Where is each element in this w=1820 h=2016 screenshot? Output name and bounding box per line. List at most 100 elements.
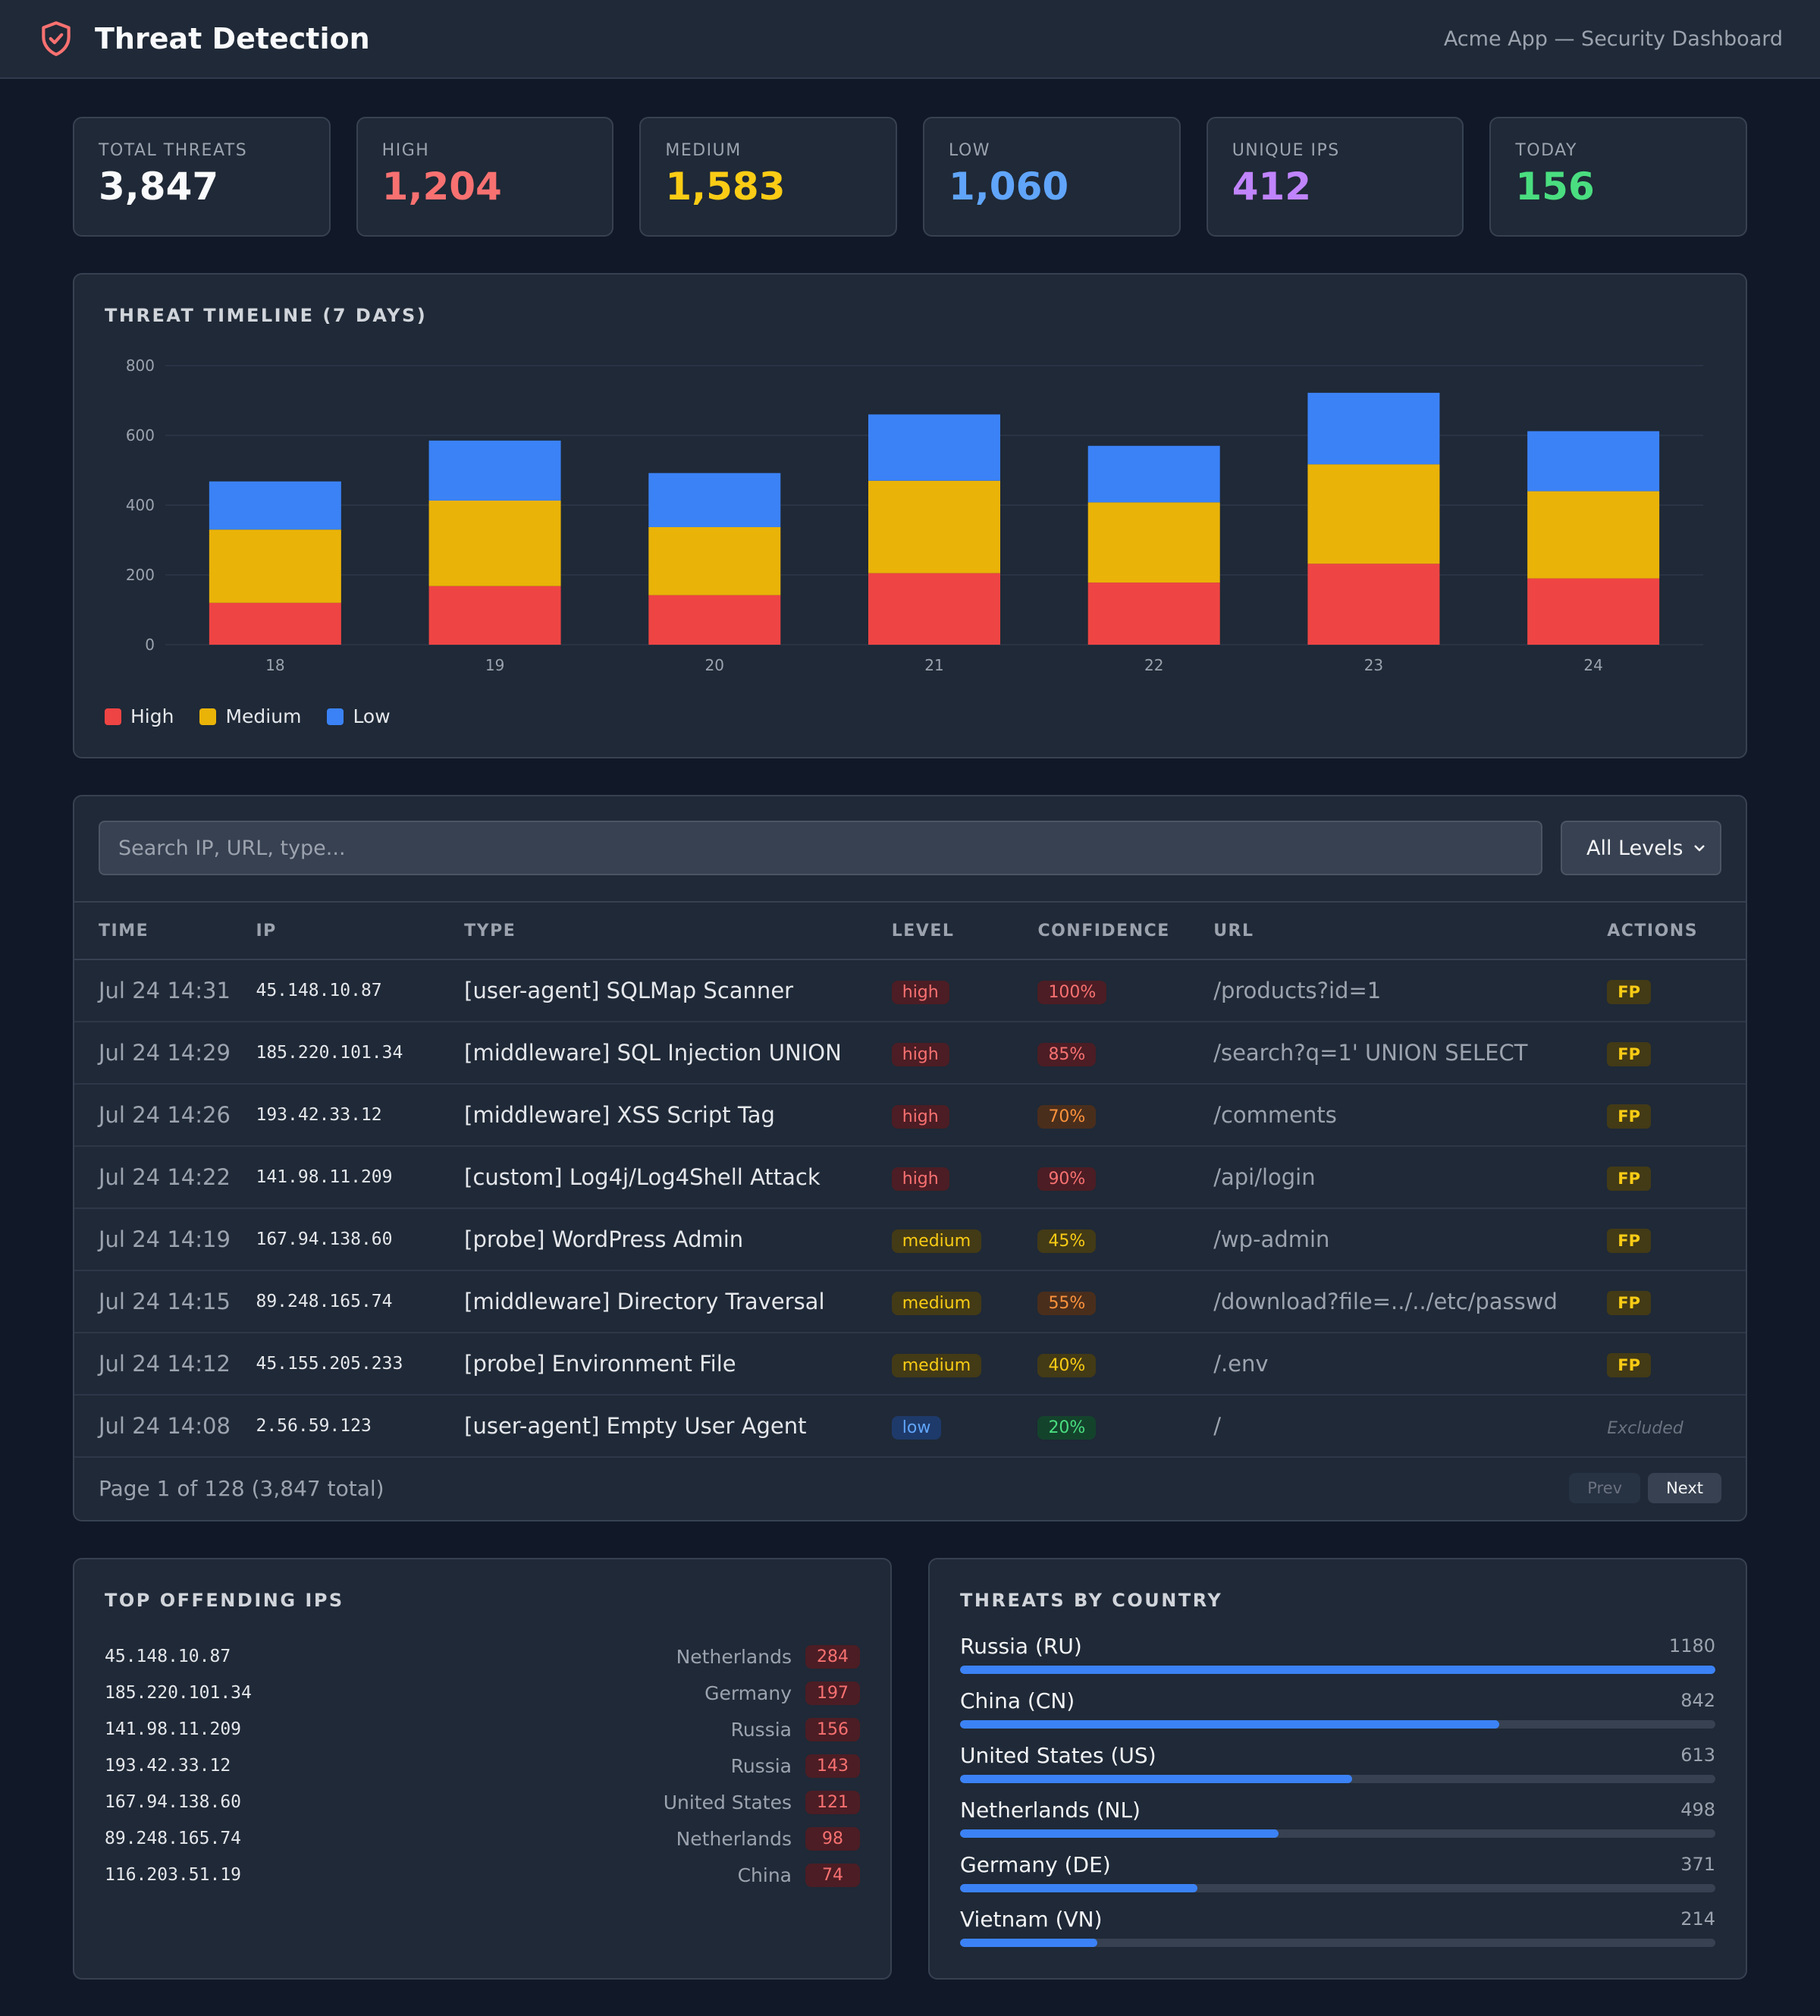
country-bar-track [960,1775,1715,1783]
cell-ip: 45.155.205.233 [256,1333,465,1396]
false-positive-button[interactable]: FP [1607,1167,1651,1191]
country-bar-fill [960,1939,1097,1947]
confidence-badge: 45% [1037,1229,1097,1253]
cell-actions: FP [1607,1208,1746,1271]
stat-card: Medium 1,583 [639,117,898,237]
column-header-url[interactable]: URL [1213,901,1608,960]
table-row[interactable]: Jul 24 14:08 2.56.59.123 [user-agent] Empt… [74,1395,1746,1458]
bar-medium-24[interactable] [1527,491,1660,579]
legend-item-medium: Medium [199,705,301,727]
cell-url: /search?q=1' UNION SELECT [1213,1022,1608,1085]
x-tick-label: 21 [924,656,943,674]
bar-high-23[interactable] [1307,564,1440,645]
bar-high-24[interactable] [1527,578,1660,645]
cell-type: [probe] WordPress Admin [464,1208,892,1271]
country-count: 613 [1680,1744,1715,1766]
top-ip-row[interactable]: 167.94.138.60 United States 121 [105,1787,860,1817]
top-ip-row[interactable]: 193.42.33.12 Russia 143 [105,1751,860,1781]
top-ip-row[interactable]: 89.248.165.74 Netherlands 98 [105,1823,860,1854]
cell-confidence: 90% [1037,1146,1214,1209]
column-header-time[interactable]: Time [74,901,256,960]
top-ip-row[interactable]: 116.203.51.19 China 74 [105,1860,860,1890]
table-row[interactable]: Jul 24 14:22 141.98.11.209 [custom] Log4j/… [74,1146,1746,1209]
bar-high-18[interactable] [209,602,341,645]
false-positive-button[interactable]: FP [1607,1042,1651,1066]
false-positive-button[interactable]: FP [1607,1291,1651,1315]
bar-low-19[interactable] [428,440,561,501]
legend-label: High [130,705,174,727]
bar-low-18[interactable] [209,481,341,530]
column-header-level[interactable]: Level [891,901,1038,960]
cell-type: [middleware] Directory Traversal [464,1270,892,1333]
top-ip-row[interactable]: 45.148.10.87 Netherlands 284 [105,1641,860,1672]
top-ip-row[interactable]: 185.220.101.34 Germany 197 [105,1678,860,1708]
bar-low-22[interactable] [1087,445,1220,503]
top-offending-ips-card: Top Offending IPs 45.148.10.87 Netherland… [73,1558,892,1980]
bar-high-22[interactable] [1087,583,1220,645]
next-page-button[interactable]: Next [1648,1473,1721,1503]
confidence-badge: 40% [1037,1354,1097,1377]
stat-label: High [381,141,430,160]
search-input[interactable] [99,821,1542,875]
bar-high-19[interactable] [428,586,561,645]
column-header-confidence[interactable]: Confidence [1037,901,1214,960]
legend-swatch [327,708,344,725]
bar-high-20[interactable] [648,595,781,645]
table-row[interactable]: Jul 24 14:19 167.94.138.60 [probe] WordPre… [74,1208,1746,1271]
bar-low-21[interactable] [868,414,1000,481]
cell-confidence: 20% [1037,1395,1214,1458]
ip-country: Germany [704,1682,792,1704]
ip-count-badge: 121 [805,1790,860,1814]
level-select[interactable]: All Levels [1561,821,1721,875]
cell-level: high [891,1146,1038,1209]
level-select-value: All Levels [1586,836,1684,860]
bar-low-23[interactable] [1307,392,1440,465]
table-row[interactable]: Jul 24 14:15 89.248.165.74 [middleware] Di… [74,1270,1746,1333]
cell-confidence: 70% [1037,1084,1214,1147]
y-tick-label: 600 [126,426,155,444]
false-positive-button[interactable]: FP [1607,980,1651,1004]
table-row[interactable]: Jul 24 14:12 45.155.205.233 [probe] Enviro… [74,1333,1746,1396]
stat-value: 156 [1515,165,1595,209]
cell-time: Jul 24 14:26 [74,1084,256,1147]
country-bar-fill [960,1829,1279,1838]
bar-medium-21[interactable] [868,480,1000,573]
bar-low-24[interactable] [1527,431,1660,491]
table-row[interactable]: Jul 24 14:26 193.42.33.12 [middleware] XSS… [74,1084,1746,1147]
bar-high-21[interactable] [868,573,1000,645]
pagination-info: Page 1 of 128 (3,847 total) [99,1475,384,1501]
bar-medium-20[interactable] [648,526,781,595]
false-positive-button[interactable]: FP [1607,1104,1651,1129]
cell-type: [middleware] SQL Injection UNION [464,1022,892,1085]
cell-time: Jul 24 14:29 [74,1022,256,1085]
bar-medium-22[interactable] [1087,502,1220,583]
country-row: Vietnam (VN) 214 [960,1907,1715,1961]
bar-medium-19[interactable] [428,501,561,586]
cell-level: high [891,1084,1038,1147]
shield-check-icon [37,18,78,59]
legend-label: Medium [225,705,302,727]
prev-page-button[interactable]: Prev [1569,1473,1641,1503]
top-ips-title: Top Offending IPs [105,1590,344,1611]
column-header-actions[interactable]: Actions [1607,901,1746,960]
threats-by-country-card: Threats by Country Russia (RU) 1180 China … [928,1558,1747,1980]
table-row[interactable]: Jul 24 14:29 185.220.101.34 [middleware] S… [74,1022,1746,1085]
filter-bar: All Levels [99,821,1721,875]
false-positive-button[interactable]: FP [1607,1353,1651,1377]
false-positive-button[interactable]: FP [1607,1229,1651,1253]
country-bar-track [960,1939,1715,1947]
cell-level: medium [891,1270,1038,1333]
cell-level: low [891,1395,1038,1458]
bar-medium-18[interactable] [209,529,341,603]
table-header-row: Time IP Type Level Confidence URL Actions [74,901,1746,960]
column-header-type[interactable]: Type [464,901,892,960]
bar-medium-23[interactable] [1307,464,1440,564]
country-bar-fill [960,1884,1198,1892]
legend-swatch [199,708,217,725]
ip-count-badge: 98 [805,1826,860,1851]
y-tick-label: 200 [126,566,155,584]
table-row[interactable]: Jul 24 14:31 45.148.10.87 [user-agent] SQL… [74,959,1746,1022]
column-header-ip[interactable]: IP [256,901,465,960]
top-ip-row[interactable]: 141.98.11.209 Russia 156 [105,1714,860,1744]
bar-low-20[interactable] [648,473,781,527]
